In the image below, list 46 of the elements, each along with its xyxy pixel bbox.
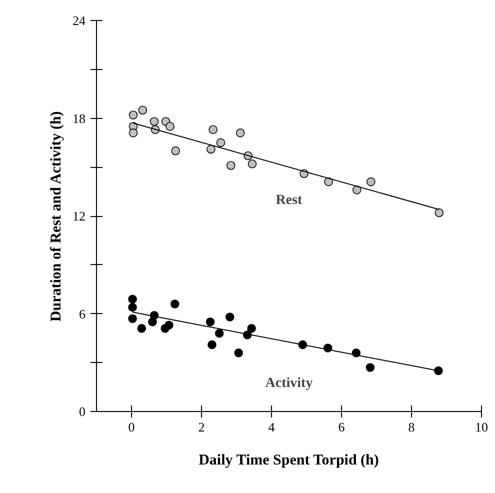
point bbox=[128, 294, 137, 304]
text: Activity bbox=[265, 376, 313, 392]
point bbox=[216, 138, 226, 148]
x-tick-label: 2 bbox=[198, 420, 205, 434]
point bbox=[225, 312, 234, 322]
point bbox=[128, 128, 138, 138]
point bbox=[164, 320, 174, 330]
x-tick-label: 10 bbox=[475, 420, 488, 434]
point bbox=[148, 318, 157, 326]
point bbox=[170, 300, 180, 308]
point bbox=[171, 146, 180, 156]
point bbox=[208, 125, 218, 134]
y-tick-label: 18 bbox=[72, 110, 86, 126]
point bbox=[150, 117, 159, 126]
point bbox=[214, 328, 224, 338]
point bbox=[166, 122, 174, 131]
y-tick-label: 0 bbox=[79, 404, 86, 419]
point bbox=[236, 128, 245, 138]
point bbox=[208, 340, 216, 350]
point bbox=[226, 161, 236, 170]
y-tick-label: 24 bbox=[72, 13, 86, 28]
point bbox=[366, 363, 375, 372]
y-tick-label: 12 bbox=[72, 208, 86, 224]
point bbox=[128, 110, 138, 120]
point bbox=[128, 302, 137, 312]
point bbox=[128, 314, 137, 324]
point bbox=[206, 144, 216, 154]
y-axis-title: Duration of Rest and Activity (h) bbox=[48, 111, 64, 322]
point bbox=[138, 106, 148, 114]
point bbox=[352, 186, 362, 194]
point bbox=[206, 318, 215, 326]
x-tick-label: 8 bbox=[408, 420, 415, 434]
point bbox=[234, 348, 243, 358]
point bbox=[248, 159, 257, 168]
point bbox=[247, 324, 256, 333]
series-label: Rest bbox=[276, 192, 303, 208]
point bbox=[324, 177, 333, 186]
point bbox=[366, 177, 376, 186]
x-tick-label: 0 bbox=[128, 420, 135, 434]
x-axis-title: Daily Time Spent Torpid (h) bbox=[198, 452, 379, 468]
point bbox=[434, 208, 444, 218]
point bbox=[137, 324, 146, 333]
y-tick-label: 6 bbox=[79, 306, 86, 322]
x-tick-label: 6 bbox=[338, 420, 346, 434]
x-tick-label: 4 bbox=[268, 420, 276, 434]
point bbox=[434, 366, 443, 376]
